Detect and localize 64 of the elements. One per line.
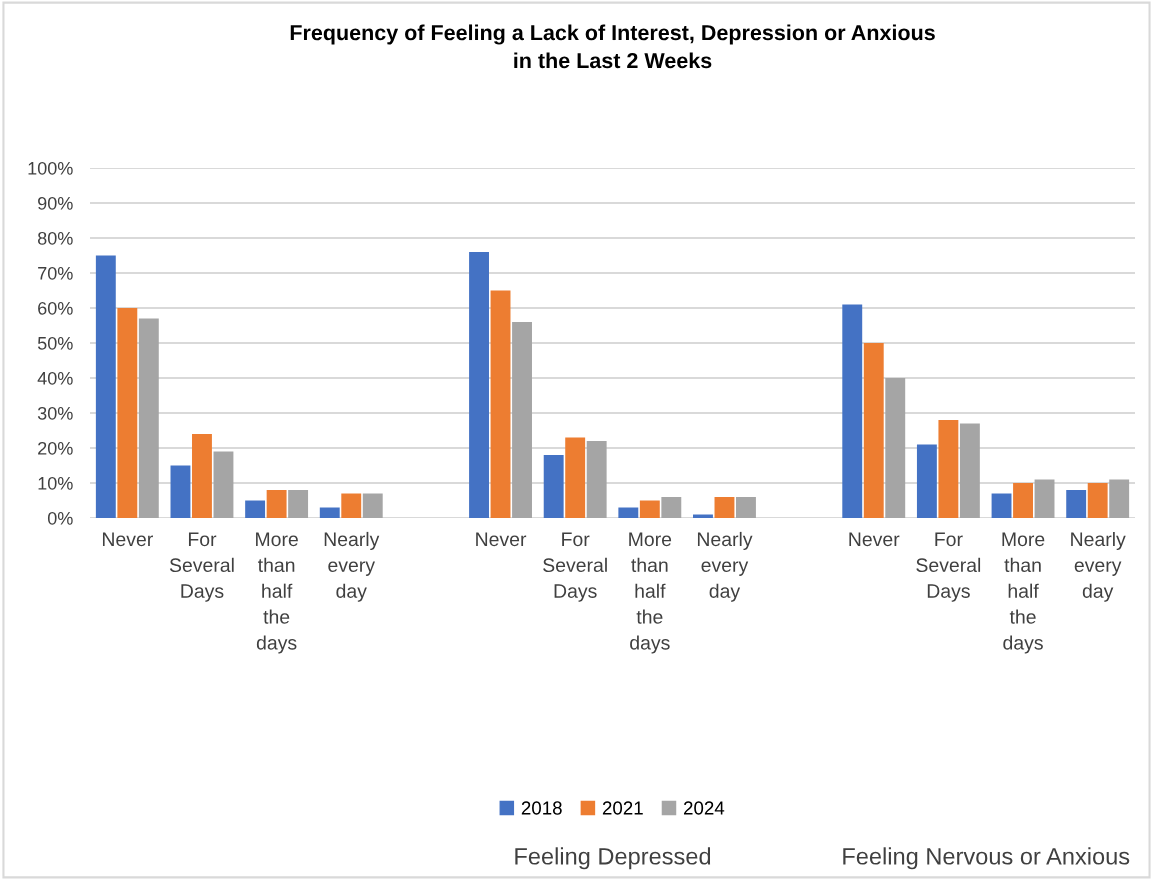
bar [938,420,959,518]
x-tick-label: Nearly every day [1071,531,1126,602]
bar [245,500,266,518]
bar [959,423,980,518]
bar [586,441,607,518]
bar [490,290,511,518]
bar [661,497,682,518]
bar [885,378,906,518]
x-tick-label: For Several Days [916,532,981,602]
y-tick-label: 40% [37,371,73,385]
x-tick-label: Nearly every day [324,531,380,602]
bar [138,318,159,518]
bar [362,493,383,518]
bar [1034,479,1055,518]
bar [1013,483,1033,518]
bar [95,255,116,518]
bar [991,493,1012,518]
bar [319,507,340,518]
bar [916,444,937,518]
bar [639,500,660,518]
y-tick-label: 0% [47,511,73,525]
bar [543,455,564,518]
text: Feeling Nervous or Anxious [843,847,1130,870]
y-tick-label: 80% [37,231,73,245]
x-tick-label: Never [476,532,527,547]
y-tick-label: 30% [37,406,73,420]
legend-label: 2018 [521,801,562,815]
x-tick-label: More than half the days [256,532,298,654]
y-tick-label: 70% [38,266,73,280]
bar [1087,483,1108,518]
bar [341,493,362,518]
bar [213,451,234,518]
bar [170,465,191,518]
y-tick-label: 90% [38,196,73,210]
y-tick-label: 50% [37,336,73,350]
bar [1066,490,1087,518]
chart-title: Frequency of Feeling a Lack of Interest, Depression or Anxious in the Last 2 Weeks [290,24,935,69]
bar [192,434,212,518]
text: Feeling Depressed [515,847,711,870]
x-tick-label: More than half the days [1002,532,1045,654]
y-tick-label: 20% [38,441,73,455]
x-tick-label: For Several Days [543,532,607,602]
y-tick-label: 100% [28,161,73,175]
x-tick-label: For Several Days [169,532,234,602]
bar [512,322,532,518]
bar [863,343,884,518]
bar [288,490,309,518]
legend-label: 2021 [602,801,643,815]
x-tick-label: Nearly every day [697,531,753,602]
bar [565,437,586,518]
y-tick-label: 60% [38,301,73,315]
y-tick-label: 10% [38,476,73,490]
bar [266,490,287,518]
bar [842,304,863,518]
x-tick-label: Never [849,532,900,547]
bar [469,252,489,518]
bar [736,497,756,518]
bar [117,308,138,518]
legend-label: 2024 [683,801,725,815]
x-tick-label: Never [102,532,153,547]
bar [618,507,639,518]
bar [1109,479,1130,518]
bar [714,497,735,518]
x-tick-label: More than half the days [629,532,672,654]
